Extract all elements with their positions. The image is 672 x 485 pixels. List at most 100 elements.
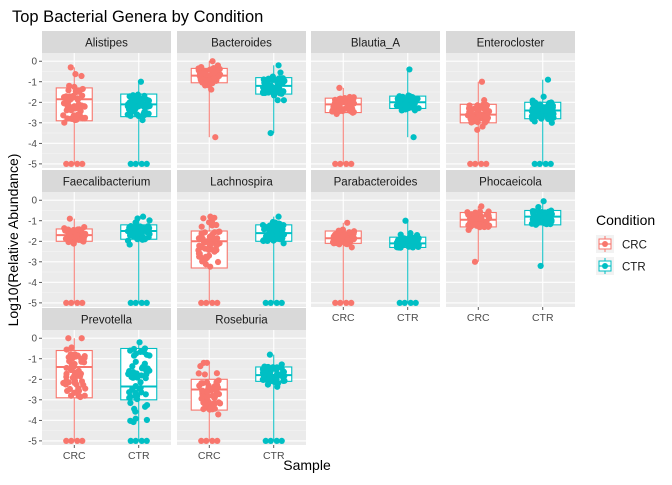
x-tick-label: CRC (63, 450, 86, 462)
data-point (537, 111, 544, 118)
data-point (130, 229, 138, 236)
data-point (67, 64, 74, 71)
data-point (138, 299, 145, 306)
data-point (74, 299, 81, 306)
data-point (129, 92, 137, 99)
data-point (401, 299, 408, 306)
data-point (215, 72, 223, 80)
data-point (209, 392, 216, 399)
data-point (280, 377, 287, 384)
data-point (404, 105, 411, 112)
data-point (474, 119, 481, 126)
data-point (529, 97, 536, 104)
data-point (273, 376, 280, 383)
data-point (208, 403, 215, 410)
data-point (66, 215, 73, 222)
data-point (143, 96, 150, 103)
data-point (280, 97, 287, 104)
data-point (393, 242, 401, 249)
data-point (71, 351, 78, 358)
data-point (348, 299, 355, 306)
data-point (134, 91, 142, 98)
data-point (478, 203, 485, 210)
legend-key-point (602, 263, 608, 269)
data-point (197, 253, 204, 261)
data-point (267, 129, 274, 137)
data-point (71, 379, 78, 386)
data-point (63, 364, 70, 372)
facet-strip (311, 170, 440, 192)
y-axis-title: Log10(Relative Abundance) (5, 154, 21, 327)
data-point (79, 437, 86, 444)
data-point (332, 160, 339, 167)
data-point (211, 248, 218, 255)
data-point (274, 97, 281, 104)
data-point (134, 374, 141, 381)
data-point (414, 95, 421, 102)
data-point (80, 236, 87, 244)
data-point (73, 232, 80, 239)
data-point (412, 299, 419, 306)
data-point (273, 364, 281, 371)
x-tick-label: CTR (397, 312, 419, 324)
data-point (70, 112, 78, 119)
data-point (348, 160, 355, 167)
data-point (129, 363, 136, 370)
data-point (471, 212, 478, 219)
x-tick-label: CRC (332, 312, 355, 324)
data-point (336, 84, 343, 92)
data-point (209, 299, 216, 306)
data-point (68, 299, 75, 306)
data-point (478, 78, 486, 85)
data-point (63, 437, 70, 444)
data-point (68, 344, 75, 351)
data-point (78, 72, 85, 80)
y-tick-label: 0 (31, 334, 37, 345)
data-point (126, 368, 133, 375)
data-point (260, 237, 267, 245)
facet-strip-label: Lachnospira (210, 177, 273, 189)
facet-strip (42, 31, 171, 53)
data-point (201, 371, 208, 378)
data-point (78, 358, 85, 365)
data-point (66, 82, 73, 89)
data-point (69, 374, 76, 381)
data-point (477, 215, 484, 222)
data-point (338, 233, 345, 241)
data-point (143, 437, 150, 444)
data-point (472, 160, 479, 167)
data-point (537, 262, 544, 270)
data-point (132, 299, 139, 306)
data-point (536, 160, 543, 167)
panel-background (446, 192, 575, 307)
data-point (540, 93, 547, 100)
data-point (203, 437, 210, 444)
y-tick-label: -3 (28, 118, 37, 129)
facet-strip (177, 170, 306, 192)
data-point (198, 64, 205, 71)
data-point (262, 437, 269, 444)
data-point (141, 345, 149, 352)
y-tick-label: -4 (28, 139, 37, 150)
data-point (476, 208, 484, 215)
data-point (205, 219, 213, 226)
data-point (278, 299, 285, 306)
data-point (63, 370, 70, 377)
y-tick-label: -5 (28, 298, 37, 309)
data-point (67, 96, 74, 103)
data-point (545, 115, 552, 123)
data-point (200, 405, 207, 413)
y-tick-label: 0 (31, 196, 37, 207)
data-point (273, 299, 280, 306)
facet-strip (42, 308, 171, 330)
data-point (268, 231, 275, 238)
data-point (127, 101, 134, 108)
panel-background (311, 192, 440, 307)
data-point (350, 228, 358, 235)
data-point (136, 339, 143, 346)
data-point (405, 236, 412, 243)
data-point (62, 227, 69, 234)
data-point (68, 160, 75, 167)
data-point (265, 363, 272, 371)
data-point (549, 102, 556, 109)
